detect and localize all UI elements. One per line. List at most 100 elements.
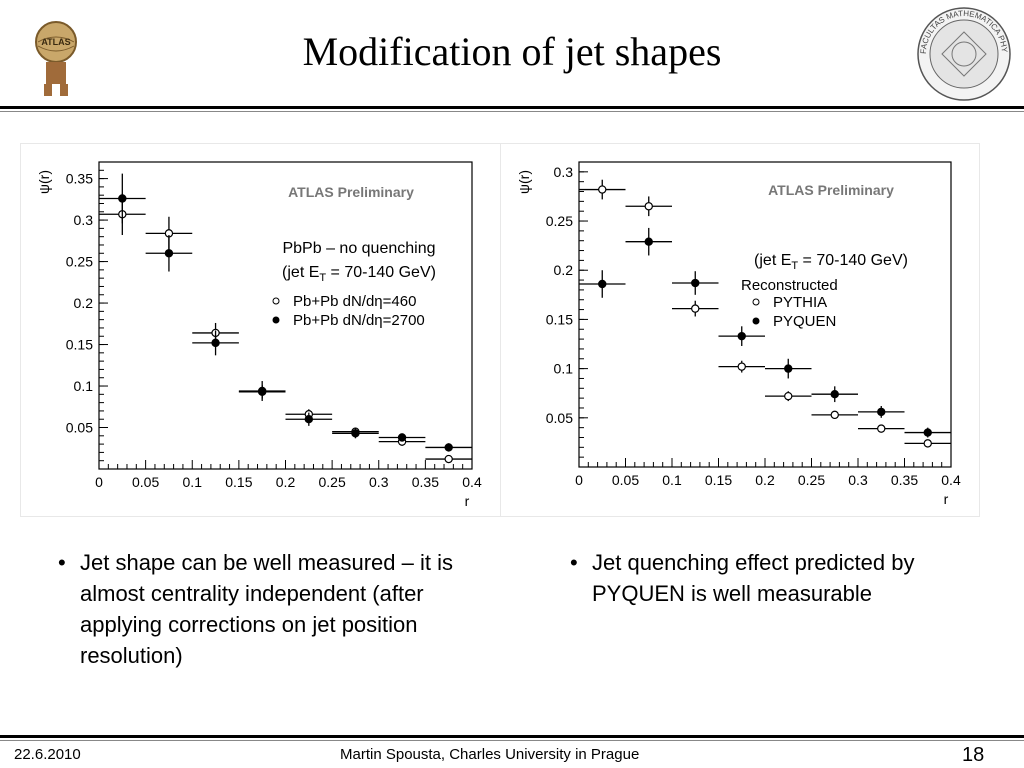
x-tick-label: 0.05 xyxy=(612,472,639,488)
annotation-subscript: T xyxy=(791,260,798,272)
chart-left: 0 0.05 0.1 0.15 0.2 0.25 0.3 0.35 0.4 r 0.05 0.1 0.1… xyxy=(36,161,482,509)
x-tick-label: 0.4 xyxy=(462,474,482,490)
open-marker xyxy=(644,202,653,211)
filled-marker xyxy=(644,237,653,246)
x-tick-label: 0.05 xyxy=(132,474,159,490)
atlas-logo: ATLAS xyxy=(26,12,86,98)
header-rule-thin xyxy=(0,111,1024,112)
x-tick-label: 0.35 xyxy=(891,472,918,488)
y-tick-label: 0.1 xyxy=(74,378,94,394)
faculty-seal-logo: FACULTAS MATHEMATICA PHYSICAQUE xyxy=(911,0,1014,104)
bullet-1-marker: • xyxy=(58,550,66,575)
footer-rule xyxy=(0,735,1024,738)
bullet-2-marker: • xyxy=(570,550,578,575)
footer-author: Martin Spousta, Charles University in Pr… xyxy=(340,746,640,763)
chart-right: 0 0.05 0.1 0.15 0.2 0.25 0.3 0.35 0.4 r 0.05 0.1 0.1… xyxy=(516,161,961,507)
legend-marker xyxy=(752,298,760,306)
bullet-1: • Jet shape can be well measured – it is… xyxy=(58,547,488,671)
y-axis-label: ψ(r) xyxy=(516,170,532,194)
filled-marker xyxy=(351,429,360,438)
y-tick-label: 0.1 xyxy=(554,361,574,377)
page-number: 18 xyxy=(962,744,985,766)
bullet-1-text: Jet shape can be well measured – it is a… xyxy=(80,550,453,668)
y-tick-label: 0.25 xyxy=(66,254,93,270)
x-tick-label: 0.25 xyxy=(798,472,825,488)
y-tick-label: 0.05 xyxy=(66,420,93,436)
y-tick-label: 0.15 xyxy=(546,311,573,327)
legend-marker xyxy=(272,316,280,324)
chart-title: ATLAS Preliminary xyxy=(288,184,414,200)
filled-marker xyxy=(923,428,932,437)
filled-marker xyxy=(164,249,174,258)
filled-marker xyxy=(877,407,886,417)
footer-rule-thin xyxy=(0,740,1024,741)
filled-marker xyxy=(444,443,453,452)
x-tick-label: 0.1 xyxy=(183,474,203,490)
filled-marker xyxy=(691,278,700,288)
chart-panel-left: 0 0.05 0.1 0.15 0.2 0.25 0.3 0.35 0.4 r 0.05 0.1 0.1… xyxy=(20,143,501,517)
y-tick-label: 0.35 xyxy=(66,171,93,187)
y-tick-label: 0.2 xyxy=(74,295,94,311)
x-tick-label: 0.15 xyxy=(705,472,732,488)
annotation-part: (jet E xyxy=(282,264,319,281)
bullet-2: • Jet quenching effect predicted by PYQU… xyxy=(570,547,990,609)
filled-marker xyxy=(304,415,314,424)
x-tick-label: 0.2 xyxy=(276,474,296,490)
y-tick-label: 0.3 xyxy=(554,164,574,180)
open-marker xyxy=(444,454,453,464)
chart-title: ATLAS Preliminary xyxy=(768,182,894,198)
annotation-part: = 70-140 GeV) xyxy=(326,264,436,281)
x-tick-label: 0 xyxy=(95,474,103,490)
open-marker xyxy=(598,185,607,194)
legend-label: PYQUEN xyxy=(773,313,836,330)
header-rule xyxy=(0,106,1024,109)
legend-label: PYTHIA xyxy=(773,294,827,311)
chart-panel-right: 0 0.05 0.1 0.15 0.2 0.25 0.3 0.35 0.4 r 0.05 0.1 0.1… xyxy=(500,143,980,517)
y-tick-label: 0.3 xyxy=(74,212,94,228)
filled-marker xyxy=(257,386,267,396)
y-tick-label: 0.15 xyxy=(66,337,93,353)
legend-marker xyxy=(272,297,280,305)
filled-marker xyxy=(211,338,220,348)
open-marker xyxy=(737,362,746,371)
annotation-line-1: (jet ET = 70-140 GeV) xyxy=(754,252,908,272)
atlas-logo-text: ATLAS xyxy=(41,37,70,47)
filled-marker xyxy=(737,331,746,341)
legend-label: Pb+Pb dN/dη=460 xyxy=(293,293,416,310)
filled-marker xyxy=(784,364,793,373)
annotation-part: (jet E xyxy=(754,252,791,269)
x-tick-label: 0 xyxy=(575,472,583,488)
plot-frame xyxy=(578,161,952,468)
annotation-part: = 70-140 GeV) xyxy=(798,252,908,269)
x-axis-label: r xyxy=(944,491,949,507)
x-tick-label: 0.3 xyxy=(369,474,389,490)
x-axis-label: r xyxy=(465,493,470,509)
annotation-line-2: (jet ET = 70-140 GeV) xyxy=(282,264,436,284)
x-tick-label: 0.1 xyxy=(662,472,682,488)
y-axis-label: ψ(r) xyxy=(36,170,52,194)
x-tick-label: 0.35 xyxy=(412,474,439,490)
footer-date: 22.6.2010 xyxy=(14,746,81,763)
filled-marker xyxy=(118,194,127,203)
bullet-2-text: Jet quenching effect predicted by PYQUEN… xyxy=(592,550,915,606)
legend-label: Pb+Pb dN/dη=2700 xyxy=(293,312,425,329)
open-marker xyxy=(830,410,839,420)
y-tick-label: 0.2 xyxy=(554,262,574,278)
open-marker xyxy=(923,439,932,448)
annotation-line-1: PbPb – no quenching xyxy=(282,240,435,257)
x-tick-label: 0.25 xyxy=(319,474,346,490)
legend-marker xyxy=(752,317,760,325)
legend-title: Reconstructed xyxy=(741,277,838,294)
x-tick-label: 0.2 xyxy=(755,472,775,488)
filled-marker xyxy=(397,433,407,442)
x-tick-label: 0.15 xyxy=(225,474,252,490)
page-title: Modification of jet shapes xyxy=(302,29,722,74)
y-tick-label: 0.05 xyxy=(546,410,573,426)
x-tick-label: 0.4 xyxy=(941,472,961,488)
open-marker xyxy=(691,304,700,313)
annotation-subscript: T xyxy=(319,272,326,284)
y-tick-label: 0.25 xyxy=(546,213,573,229)
filled-marker xyxy=(830,389,839,399)
x-tick-label: 0.3 xyxy=(848,472,868,488)
open-marker xyxy=(877,424,886,433)
